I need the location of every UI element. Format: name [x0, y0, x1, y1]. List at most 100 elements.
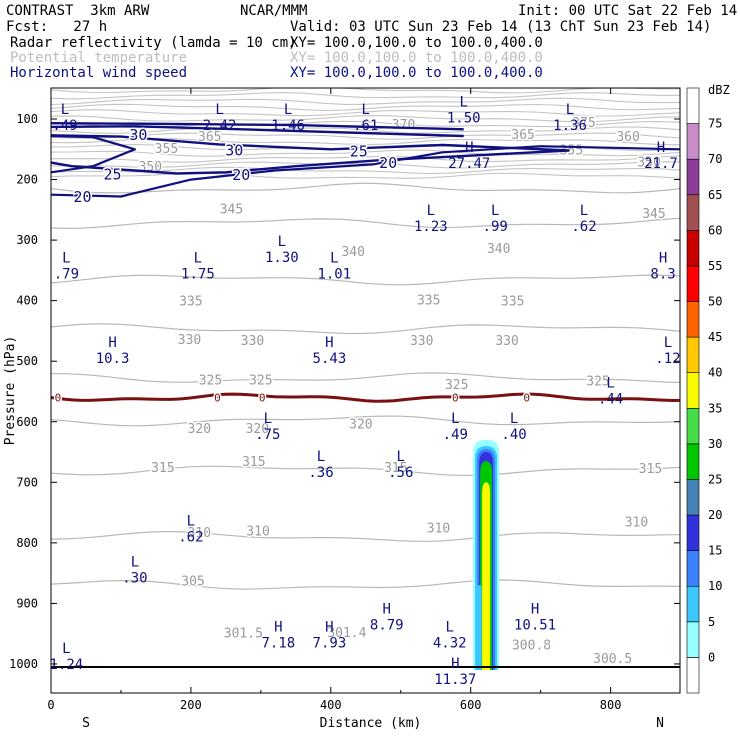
- theta-contour-305: [51, 579, 680, 590]
- theta-contour-upper: [51, 109, 680, 117]
- extremum-marker: H: [274, 620, 282, 636]
- extremum-value: 8.79: [370, 618, 404, 634]
- extremum-value: .56: [388, 465, 413, 481]
- extremum-marker: H: [659, 250, 667, 266]
- theta-label: 300.5: [593, 652, 632, 667]
- forecast-hour: Fcst: 27 h: [6, 19, 108, 35]
- theta-contour-335: [51, 274, 680, 286]
- theta-label: 330: [241, 334, 264, 349]
- theta-label: 325: [199, 373, 222, 388]
- colorbar-box: [686, 479, 700, 516]
- extremum-value: 1.50: [447, 111, 481, 127]
- theta-label: 370: [392, 118, 415, 133]
- wind-speed-label: 30: [129, 126, 147, 144]
- colorbar-box: [686, 230, 700, 267]
- extremum-value: .36: [308, 465, 333, 481]
- theta-label: 360: [616, 130, 639, 145]
- freezing-level-line: [51, 392, 680, 403]
- theta-label: 330: [495, 334, 518, 349]
- y-tick-label: 600: [16, 415, 38, 429]
- theta-contour-upper: [51, 155, 680, 163]
- theta-label: 345: [220, 203, 243, 218]
- colorbar-tick-label: 55: [708, 259, 722, 273]
- theta-contour-320: [51, 415, 680, 427]
- y-tick-label: 100: [16, 112, 38, 126]
- extremum-marker: L: [264, 411, 272, 427]
- wind-speed-label: 20: [232, 166, 250, 184]
- field-reflectivity-xy: XY= 100.0,100.0 to 100.0,400.0: [290, 35, 543, 51]
- theta-label: 315: [151, 461, 174, 476]
- theta-label: 375: [572, 116, 595, 131]
- colorbar-tick-label: 5: [708, 615, 715, 629]
- extremum-marker: L: [566, 102, 574, 118]
- y-axis-label: Pressure (hPa): [3, 336, 18, 446]
- extremum-marker: L: [194, 250, 202, 266]
- plot-background: [51, 88, 680, 693]
- theta-label: 315: [639, 462, 662, 477]
- plot-frame: [50, 87, 681, 694]
- theta-contour-330: [51, 323, 680, 335]
- theta-label: 315: [242, 455, 265, 470]
- theta-label: 301.5: [224, 626, 263, 641]
- extremum-value: 10.3: [96, 351, 130, 367]
- theta-contour-325: [51, 372, 680, 384]
- extremum-marker: L: [187, 514, 195, 530]
- colorbar-box: [686, 585, 700, 623]
- colorbar-box: [686, 621, 700, 658]
- theta-contour-upper: [51, 132, 680, 140]
- theta-contour-upper: [51, 126, 680, 134]
- x-tick-label: 800: [600, 698, 622, 712]
- extremum-marker: L: [459, 95, 467, 111]
- valid-time: Valid: 03 UTC Sun 23 Feb 14 (13 ChT Sun …: [290, 19, 712, 35]
- y-tick-label: 800: [16, 536, 38, 550]
- extremum-marker: L: [606, 376, 614, 392]
- colorbar-tick-label: 35: [708, 401, 722, 415]
- extremum-marker: H: [657, 140, 665, 156]
- y-tick-label: 700: [16, 475, 38, 489]
- theta-contour-340: [51, 217, 680, 230]
- colorbar-tick-label: 25: [708, 472, 722, 486]
- theta-contour-345: [51, 182, 680, 194]
- theta-label: 325: [586, 375, 609, 390]
- extremum-value: .44: [598, 392, 623, 408]
- colorbar-box: [686, 265, 700, 302]
- theta-contour-upper: [51, 88, 680, 94]
- colorbar-box: [686, 301, 700, 338]
- colorbar-box: [686, 158, 700, 196]
- theta-label: 335: [179, 295, 202, 310]
- wind-speed-contour-1: [51, 125, 464, 138]
- colorbar-box: [686, 372, 700, 409]
- y-tick-label: 500: [16, 354, 38, 368]
- theta-label: 365: [511, 128, 534, 143]
- theta-label: 310: [427, 522, 450, 537]
- extremum-value: 1.23: [414, 219, 448, 235]
- extremum-marker: L: [427, 203, 435, 219]
- extremum-value: 10.51: [514, 618, 556, 634]
- field-wind-name: Horizontal wind speed: [10, 65, 188, 81]
- extremum-marker: L: [215, 102, 223, 118]
- theta-label: 325: [249, 373, 272, 388]
- freezing-level-label: 0: [55, 392, 62, 405]
- colorbar-tick-label: 75: [708, 117, 722, 131]
- extremum-marker: H: [383, 602, 391, 618]
- extremum-value: .99: [483, 219, 508, 235]
- field-reflectivity-name: Radar reflectivity (lamda = 10 cm): [10, 35, 297, 51]
- colorbar-box: [686, 87, 700, 124]
- extremum-marker: L: [317, 449, 325, 465]
- extremum-marker: L: [278, 234, 286, 250]
- x-tick-label: 0: [47, 698, 54, 712]
- y-tick-label: 400: [16, 294, 38, 308]
- extremum-value: 27.47: [448, 156, 490, 172]
- field-theta-name: Potential temperature: [10, 50, 188, 66]
- colorbar-box: [686, 514, 700, 551]
- extremum-value: 4.32: [433, 636, 467, 652]
- freezing-level-label: 0: [259, 392, 266, 405]
- colorbar-tick-label: 65: [708, 188, 722, 202]
- theta-contour-upper: [51, 149, 680, 157]
- extremum-value: .49: [52, 118, 77, 134]
- field-wind-xy: XY= 100.0,100.0 to 100.0,400.0: [290, 65, 543, 81]
- wind-speed-label: 25: [350, 142, 368, 160]
- theta-label: 315: [384, 461, 407, 476]
- theta-label: 310: [246, 525, 269, 540]
